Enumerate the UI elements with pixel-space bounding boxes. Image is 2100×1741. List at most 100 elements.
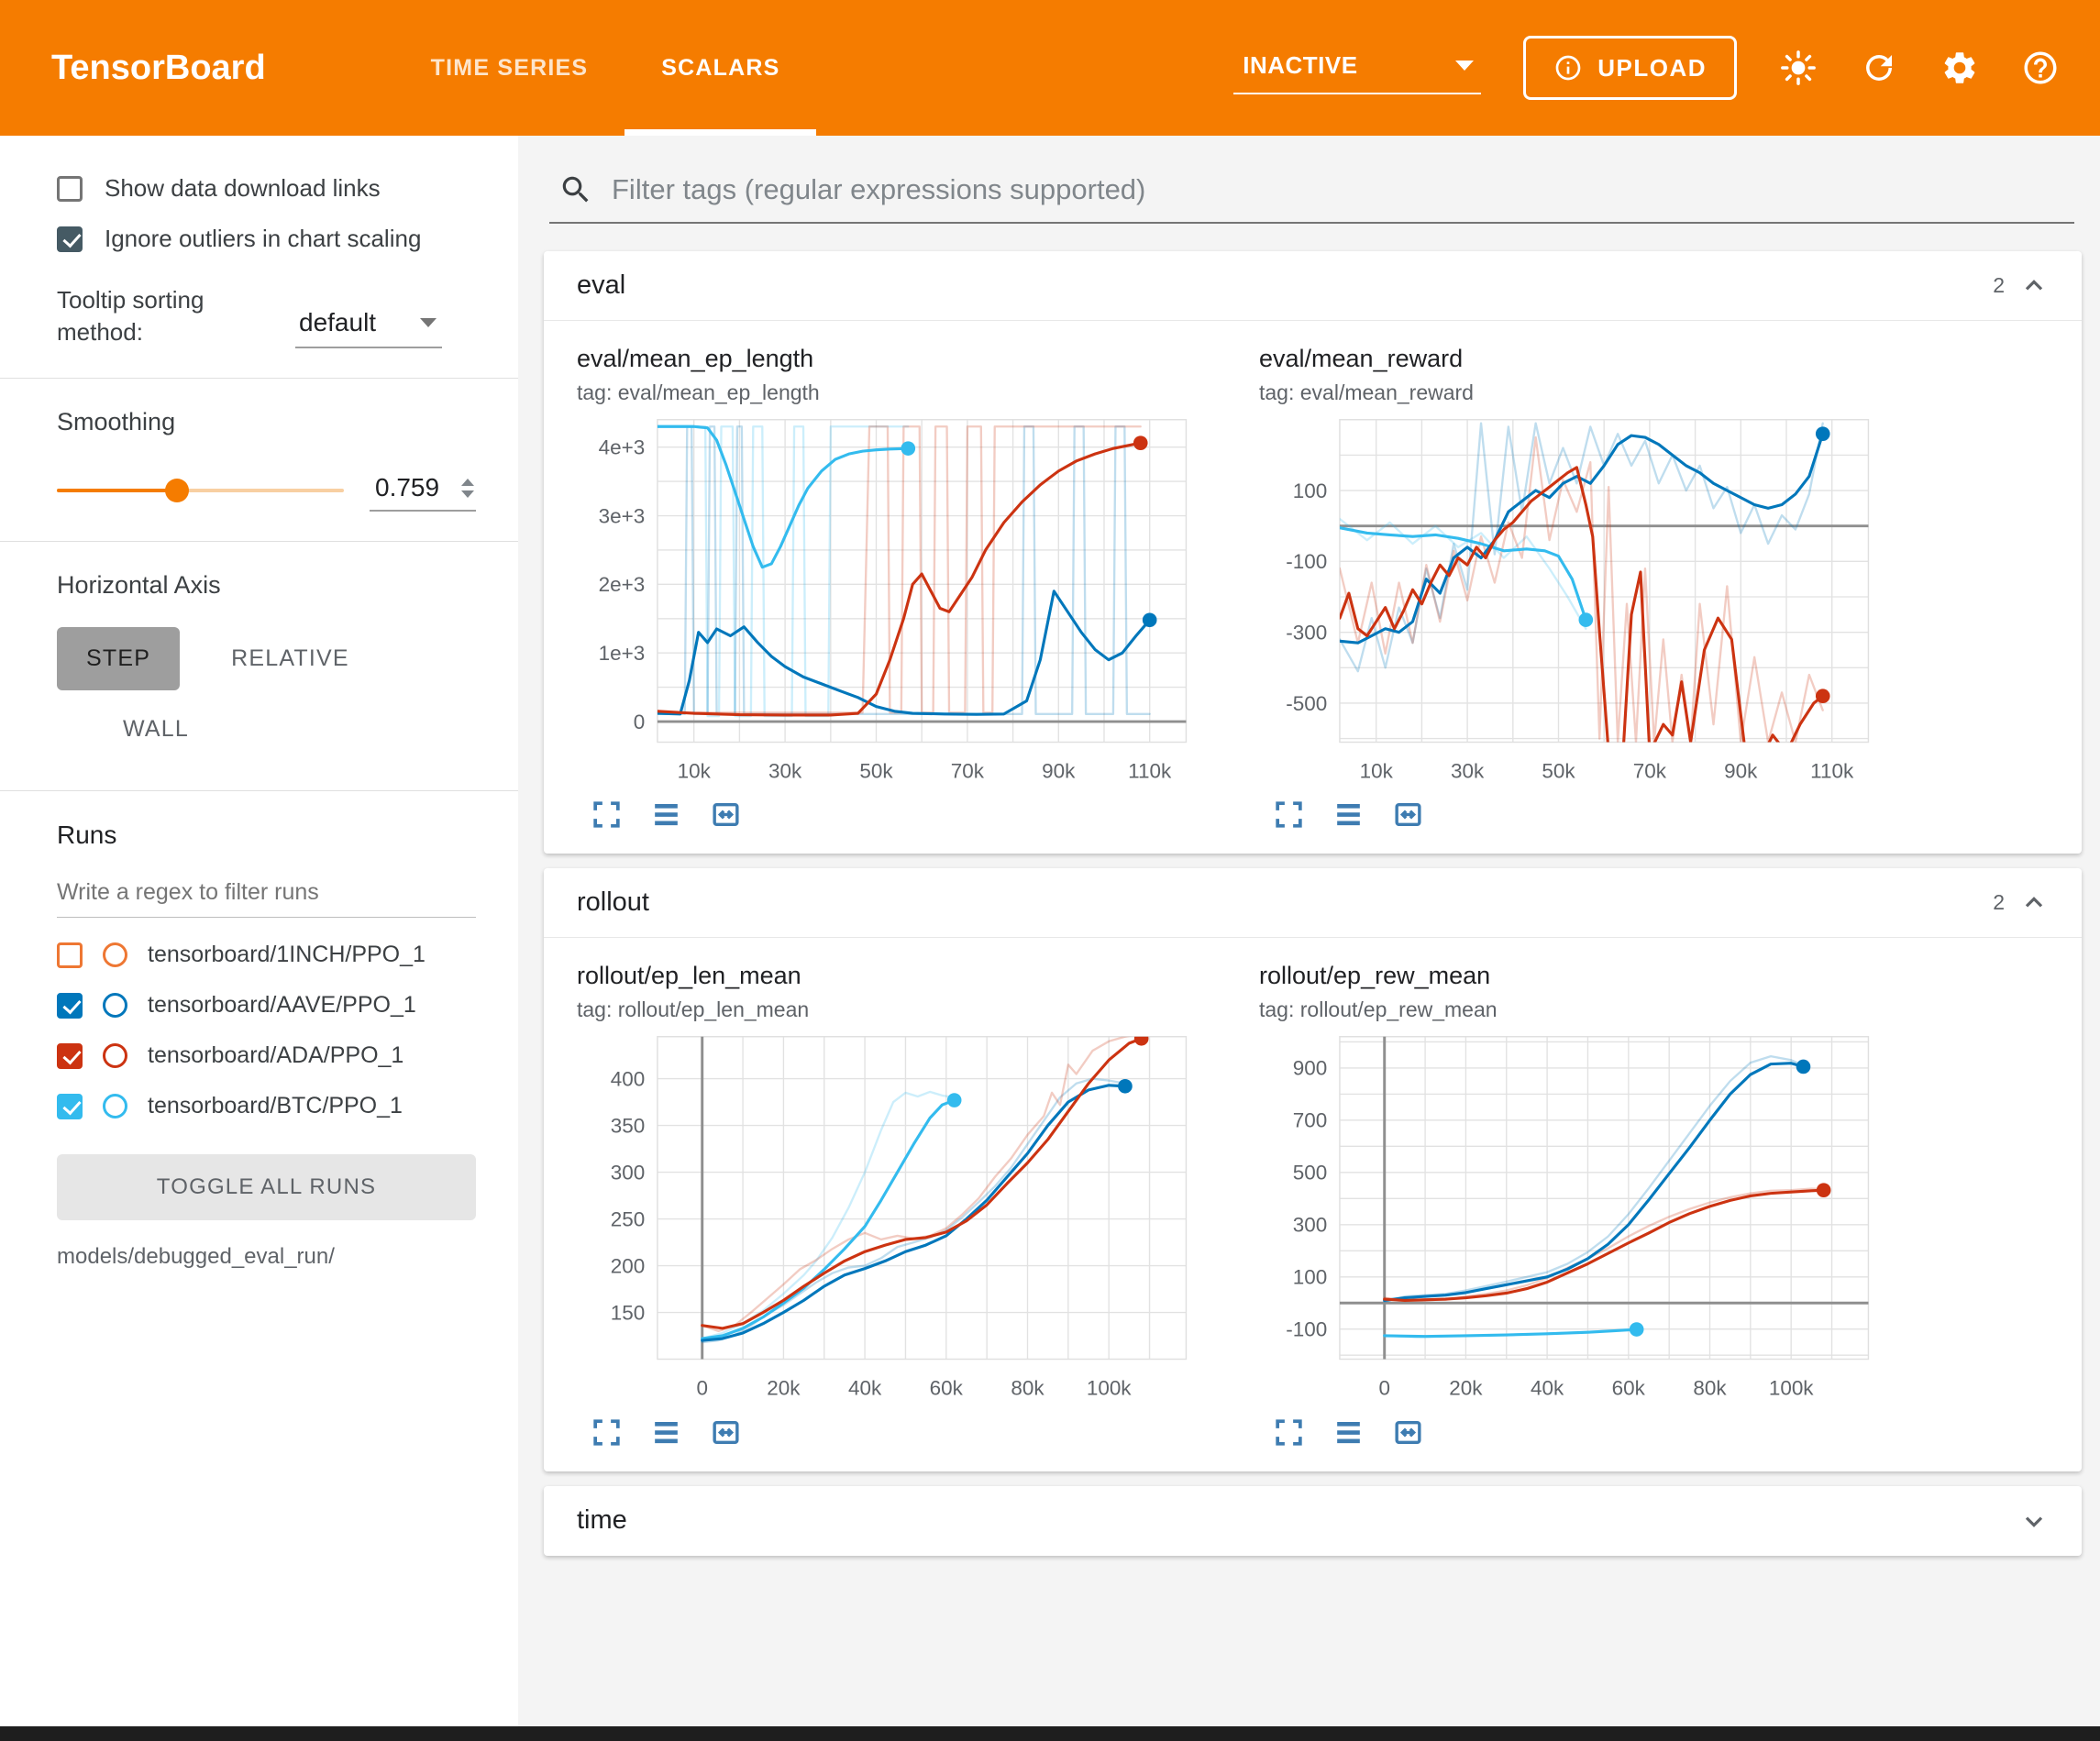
chart-widget-eval-mean-reward: eval/mean_reward tag: eval/mean_reward 1… xyxy=(1259,345,1901,837)
chevron-up-icon[interactable] xyxy=(2019,888,2049,918)
slider-thumb[interactable] xyxy=(165,479,190,503)
chevron-up-icon[interactable] xyxy=(2019,271,2049,301)
run-label: tensorboard/ADA/PPO_1 xyxy=(148,1042,404,1069)
chevron-down-icon xyxy=(1455,60,1475,71)
tab-scalars[interactable]: SCALARS xyxy=(624,0,817,136)
fit-domain-icon[interactable] xyxy=(1391,1416,1425,1449)
section-header[interactable]: eval 2 xyxy=(544,251,2082,321)
tab-time-series[interactable]: TIME SERIES xyxy=(430,54,589,81)
smoothing-label: Smoothing xyxy=(57,408,176,436)
svg-text:30k: 30k xyxy=(768,760,802,783)
run-row-1inch[interactable]: tensorboard/1INCH/PPO_1 xyxy=(57,942,476,968)
line-chart[interactable]: 10k 30k 50k 70k 90k 110k 0 1e+3 2e+3 3e+3 4e+3 xyxy=(577,409,1204,788)
section-title: time xyxy=(577,1505,627,1536)
menu-lines-icon[interactable] xyxy=(1332,798,1365,832)
chart-widget-rollout-ep-len-mean: rollout/ep_len_mean tag: rollout/ep_len_… xyxy=(577,962,1219,1454)
smoothing-slider[interactable] xyxy=(57,477,344,504)
svg-text:-100: -100 xyxy=(1286,1318,1327,1341)
expand-icon[interactable] xyxy=(590,798,624,832)
chevron-down-icon xyxy=(420,318,437,328)
axis-wall-button[interactable]: WALL xyxy=(94,698,218,761)
chart-tag: tag: eval/mean_reward xyxy=(1259,380,1474,404)
divider xyxy=(0,378,518,380)
checkbox-label: Ignore outliers in chart scaling xyxy=(105,225,422,252)
upload-button[interactable]: UPLOAD xyxy=(1523,36,1737,100)
dashboard-main: eval 2 eval/mean_ep_length tag: eval/mea… xyxy=(518,136,2100,1726)
settings-icon[interactable] xyxy=(1940,49,1979,87)
run-color-circle-icon xyxy=(103,1043,127,1069)
ignore-outliers-checkbox[interactable]: Ignore outliers in chart scaling xyxy=(57,225,476,253)
run-checkbox-icon xyxy=(57,942,83,968)
tag-filter-input[interactable] xyxy=(612,173,2065,206)
svg-text:400: 400 xyxy=(611,1068,646,1091)
section-card-time: time xyxy=(544,1485,2082,1556)
svg-text:250: 250 xyxy=(611,1208,646,1231)
chart-toolbar xyxy=(1259,788,1901,837)
svg-text:20k: 20k xyxy=(1449,1377,1483,1400)
tooltip-sorting-dropdown[interactable]: default xyxy=(295,303,442,349)
chart-toolbar xyxy=(577,788,1219,837)
chevron-down-icon[interactable] xyxy=(2019,1506,2049,1536)
chart-title: rollout/ep_len_mean xyxy=(577,962,801,990)
svg-text:-300: -300 xyxy=(1286,621,1327,644)
toggle-all-runs-button[interactable]: TOGGLE ALL RUNS xyxy=(57,1154,476,1221)
show-download-links-checkbox[interactable]: Show data download links xyxy=(57,174,476,203)
svg-text:0: 0 xyxy=(1378,1377,1390,1400)
axis-step-button[interactable]: STEP xyxy=(57,627,181,691)
menu-lines-icon[interactable] xyxy=(649,798,683,832)
section-header[interactable]: rollout 2 xyxy=(544,868,2082,939)
brightness-icon[interactable] xyxy=(1779,49,1818,87)
chart-tag: tag: rollout/ep_rew_mean xyxy=(1259,997,1498,1022)
refresh-icon[interactable] xyxy=(1860,49,1898,87)
tooltip-sorting-label: Tooltip sorting method: xyxy=(57,286,204,347)
section-title: eval xyxy=(577,270,626,300)
slider-track xyxy=(57,489,344,493)
section-title: rollout xyxy=(577,887,649,918)
expand-icon[interactable] xyxy=(1272,798,1306,832)
run-color-circle-icon xyxy=(103,993,127,1019)
slider-fill xyxy=(57,489,178,493)
svg-text:100k: 100k xyxy=(1087,1377,1132,1400)
expand-icon[interactable] xyxy=(1272,1416,1306,1449)
svg-text:900: 900 xyxy=(1293,1057,1328,1080)
svg-text:90k: 90k xyxy=(1724,760,1758,783)
run-status-dropdown[interactable]: INACTIVE xyxy=(1233,42,1482,94)
axis-relative-button[interactable]: RELATIVE xyxy=(202,627,379,690)
svg-text:110k: 110k xyxy=(1810,760,1854,783)
svg-text:110k: 110k xyxy=(1128,760,1172,783)
svg-text:1e+3: 1e+3 xyxy=(599,642,646,665)
line-chart[interactable]: 0 20k 40k 60k 80k 100k 150 200 250 300 350 400 xyxy=(577,1026,1204,1405)
checkbox-label: Show data download links xyxy=(105,174,381,202)
chart-title: rollout/ep_rew_mean xyxy=(1259,962,1491,990)
run-status-label: INACTIVE xyxy=(1243,50,1358,79)
fit-domain-icon[interactable] xyxy=(709,798,743,832)
horizontal-axis-label: Horizontal Axis xyxy=(57,571,221,600)
svg-text:700: 700 xyxy=(1293,1109,1328,1132)
svg-text:500: 500 xyxy=(1293,1162,1328,1185)
svg-text:10k: 10k xyxy=(1360,760,1394,783)
runs-filter-input[interactable] xyxy=(57,872,476,919)
smoothing-value-input[interactable]: 0.759 xyxy=(370,469,476,512)
stepper-icon[interactable] xyxy=(461,478,474,498)
menu-lines-icon[interactable] xyxy=(1332,1416,1365,1449)
checkbox-unchecked-icon xyxy=(57,175,83,202)
smoothing-value: 0.759 xyxy=(375,473,440,502)
chart-title: eval/mean_ep_length xyxy=(577,345,814,372)
help-icon[interactable] xyxy=(2021,49,2060,87)
line-chart[interactable]: 0 20k 40k 60k 80k 100k -100 100 300 500 700 900 xyxy=(1259,1026,1886,1405)
run-row-ada[interactable]: tensorboard/ADA/PPO_1 xyxy=(57,1042,476,1069)
settings-sidebar: Show data download links Ignore outliers… xyxy=(0,136,518,1726)
line-chart[interactable]: 10k 30k 50k 70k 90k 110k -500 -300 -100 100 xyxy=(1259,409,1886,788)
fit-domain-icon[interactable] xyxy=(709,1416,743,1449)
section-header[interactable]: time xyxy=(544,1486,2082,1556)
tag-filter xyxy=(549,161,2074,224)
fit-domain-icon[interactable] xyxy=(1391,798,1425,832)
svg-text:2e+3: 2e+3 xyxy=(599,573,646,596)
chart-toolbar xyxy=(577,1406,1219,1455)
run-row-aave[interactable]: tensorboard/AAVE/PPO_1 xyxy=(57,992,476,1019)
section-card-eval: eval 2 eval/mean_ep_length tag: eval/mea… xyxy=(544,251,2082,854)
expand-icon[interactable] xyxy=(590,1416,624,1449)
svg-text:10k: 10k xyxy=(678,760,712,783)
menu-lines-icon[interactable] xyxy=(649,1416,683,1449)
run-row-btc[interactable]: tensorboard/BTC/PPO_1 xyxy=(57,1093,476,1119)
